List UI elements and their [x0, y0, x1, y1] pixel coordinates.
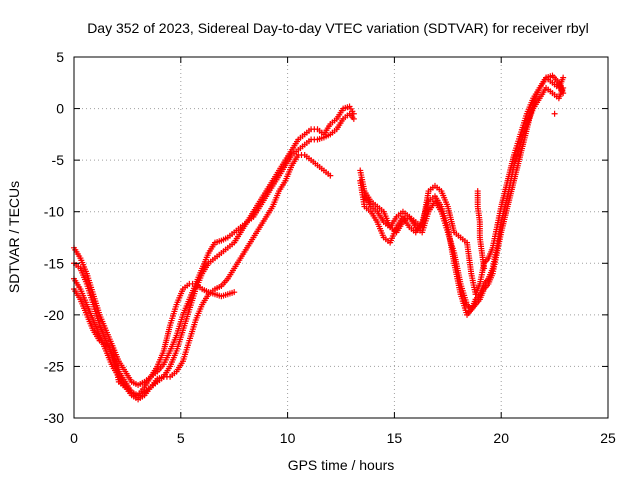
x-tick-label: 25 [600, 430, 616, 446]
y-tick-label: -25 [44, 358, 64, 374]
series-trace-g [361, 72, 567, 313]
data-point [231, 289, 238, 296]
chart-title: Day 352 of 2023, Sidereal Day-to-day VTE… [87, 20, 589, 36]
y-axis-label: SDTVAR / TECUs [6, 181, 22, 293]
data-point [560, 74, 567, 81]
y-tick-label: -5 [52, 152, 65, 168]
y-tick-label: 5 [56, 49, 64, 65]
series-trace-c [71, 151, 334, 403]
series-trace-h [474, 110, 558, 272]
y-tick-label: -20 [44, 307, 64, 323]
data-point [481, 265, 488, 272]
plot-frame [73, 56, 609, 419]
x-tick-label: 10 [280, 430, 296, 446]
y-tick-label: -30 [44, 410, 64, 426]
data-point [327, 172, 334, 179]
x-tick-label: 0 [70, 430, 78, 446]
y-tick-label: -15 [44, 255, 64, 271]
x-tick-label: 15 [387, 430, 403, 446]
data-point [350, 115, 357, 122]
y-tick-label: -10 [44, 204, 64, 220]
data-point [551, 110, 558, 117]
axis-ticks: 0 5 10 15 20 25 -30 -25 -20 -15 -10 -5 0 5 [44, 49, 616, 446]
x-tick-label: 5 [177, 430, 185, 446]
series-trace-d [71, 280, 238, 399]
x-tick-label: 20 [493, 430, 509, 446]
y-tick-label: 0 [56, 101, 64, 117]
data-point [560, 90, 567, 97]
series-trace-f [357, 84, 567, 318]
data-points [71, 72, 567, 403]
x-axis-label: GPS time / hours [288, 457, 395, 473]
